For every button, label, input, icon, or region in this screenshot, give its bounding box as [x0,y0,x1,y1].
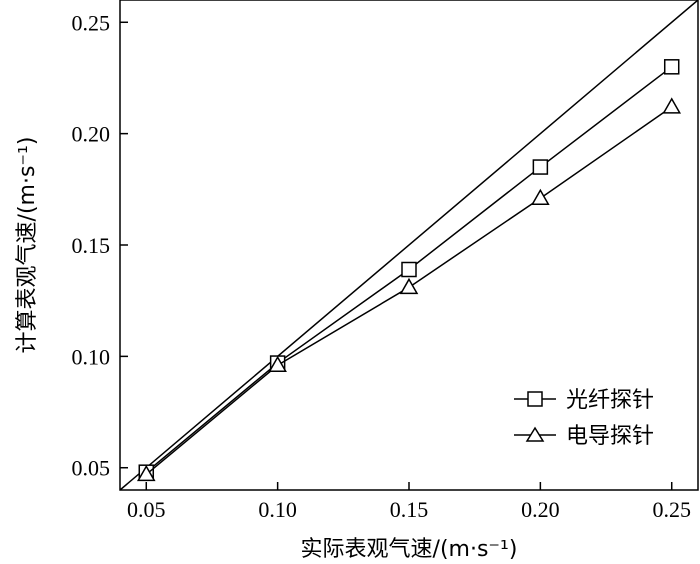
data-point-square [663,59,680,75]
y-axis: 0.05 0.10 0.15 0.20 0.25 [72,10,128,481]
legend-label-series-2: 电导探针 [566,424,654,449]
data-point-triangle [136,464,156,482]
y-tick-label: 0.25 [72,10,111,35]
legend-label-series-1: 光纤探针 [566,388,654,413]
legend-square-marker [527,391,543,407]
y-tick-label: 0.20 [72,122,111,147]
y-tick-label: 0.15 [72,233,111,258]
legend-triangle-marker [525,426,545,442]
legend: 光纤探针 电导探针 [514,388,654,449]
reference-line [119,0,699,491]
data-point-triangle [531,188,550,205]
data-point-triangle [399,277,419,295]
x-tick-label: 0.20 [521,497,560,522]
x-tick-label: 0.05 [127,497,166,522]
data-point-square [532,159,549,175]
x-tick-label: 0.10 [258,497,297,522]
y-tick-label: 0.05 [72,456,111,481]
x-axis-title: 实际表观气速/(m·s⁻¹) [301,537,518,562]
data-point-triangle [662,97,682,114]
x-tick-label: 0.15 [390,497,429,522]
y-tick-label: 0.10 [72,344,111,369]
data-point-triangle [268,355,287,373]
x-axis: 0.05 0.10 0.15 0.20 0.25 [127,482,691,522]
x-tick-label: 0.25 [652,497,691,522]
data-point-square [401,261,417,278]
y-axis-title: 计算表观气速/(m·s⁻¹) [15,137,40,354]
series-layer [136,59,682,482]
